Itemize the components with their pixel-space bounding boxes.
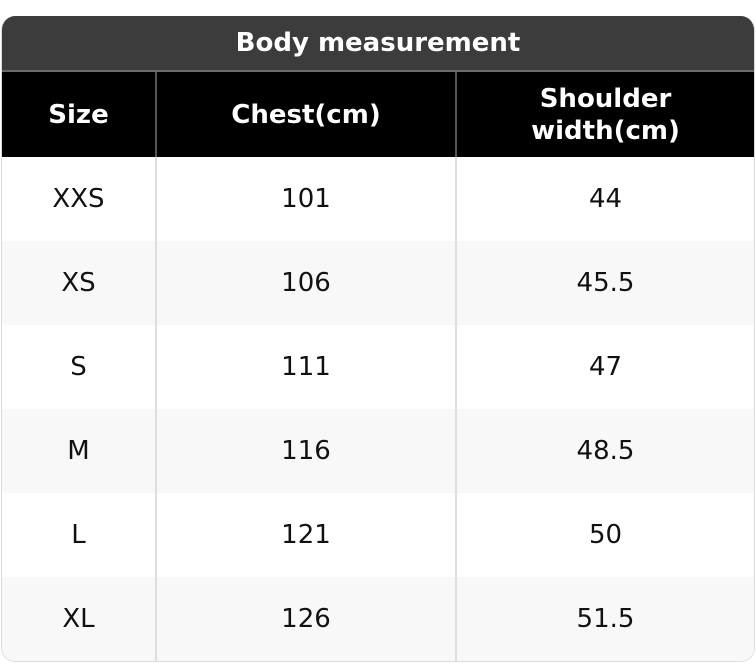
header-row: Size Chest(cm) Shoulder width(cm): [2, 72, 754, 157]
chest-cell: 101: [155, 157, 456, 241]
header-chest: Chest(cm): [155, 72, 456, 157]
table-row: L 121 50: [2, 493, 754, 577]
shoulder-width-cell: 48.5: [455, 409, 754, 493]
size-cell: M: [2, 409, 156, 493]
size-cell: XL: [2, 577, 156, 661]
size-cell: XXS: [52, 184, 105, 214]
shoulder-width-cell: 50: [455, 493, 754, 577]
table-row: XL 126 51.5: [2, 577, 754, 661]
table-row: S 111 47: [2, 325, 754, 409]
chest-cell: 106: [155, 241, 456, 325]
size-table: Size Chest(cm) Shoulder width(cm) XXS 101…: [2, 72, 754, 661]
shoulder-width-cell: 44: [455, 157, 754, 241]
table-row: XXS 101 44: [2, 157, 754, 241]
size-chart-card: Body measurement Size Chest(cm) Shoulder…: [1, 16, 755, 662]
size-cell: S: [70, 352, 87, 382]
header-size: Size: [2, 72, 156, 157]
size-cell: L: [71, 520, 86, 550]
chest-cell: 111: [155, 325, 456, 409]
chest-cell: 121: [155, 493, 456, 577]
chest-cell: 116: [155, 409, 456, 493]
size-cell: XS: [2, 241, 156, 325]
table-row: M 116 48.5: [2, 409, 754, 493]
table-title: Body measurement: [2, 16, 754, 72]
chest-cell: 126: [155, 577, 456, 661]
shoulder-width-cell: 45.5: [455, 241, 754, 325]
shoulder-width-cell: 51.5: [455, 577, 754, 661]
table-row: XS 106 45.5: [2, 241, 754, 325]
shoulder-width-cell: 47: [455, 325, 754, 409]
header-shoulder-width: Shoulder width(cm): [455, 72, 754, 157]
header-shoulder-width-label: Shoulder width(cm): [531, 83, 680, 146]
